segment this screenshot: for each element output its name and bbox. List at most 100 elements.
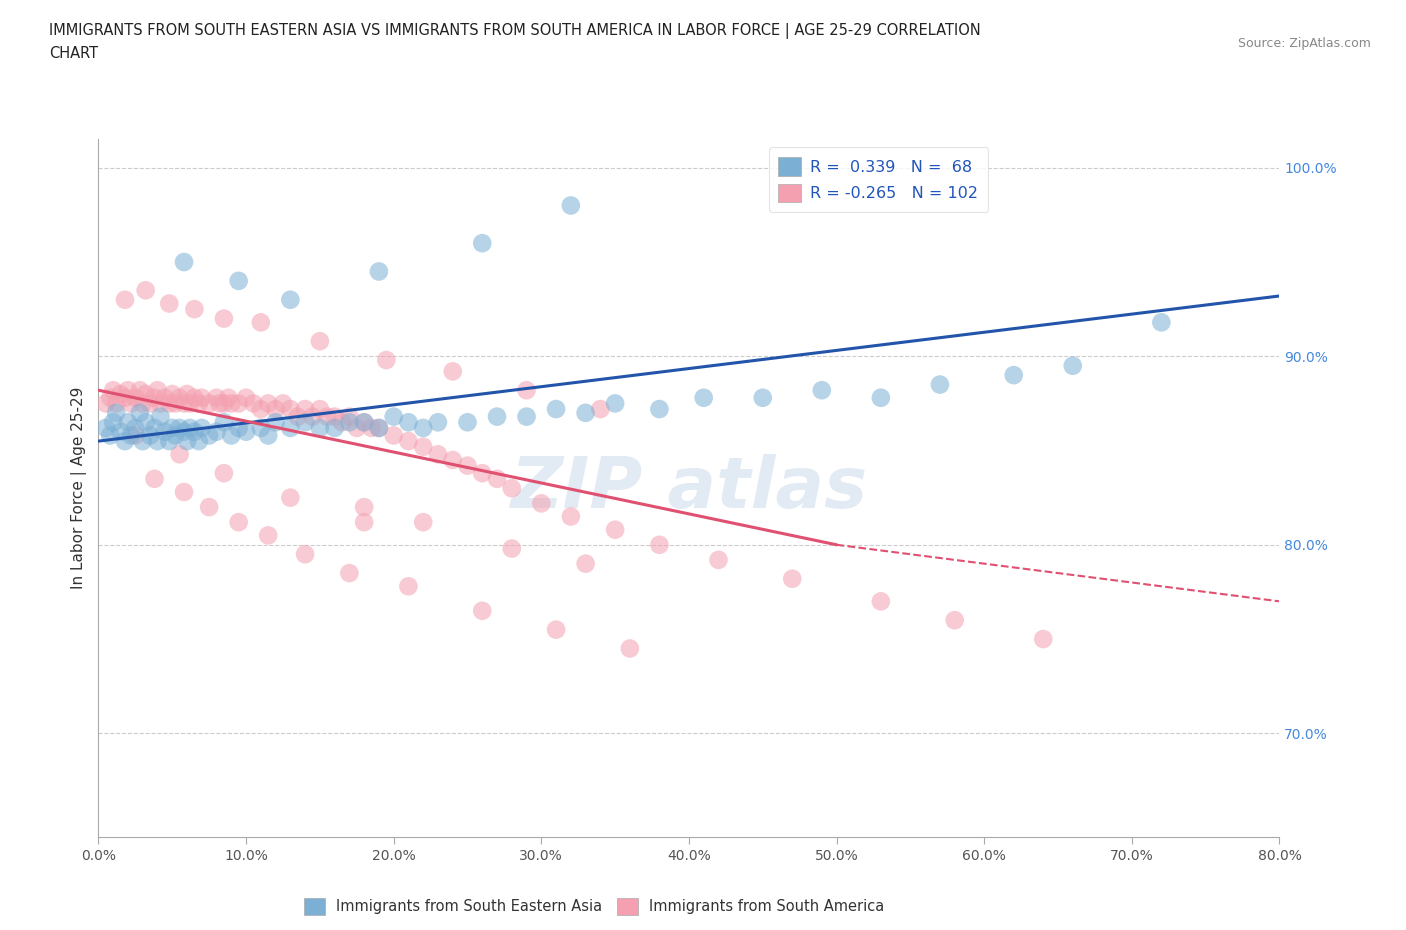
Point <box>693 391 716 405</box>
Y-axis label: In Labor Force | Age 25-29: In Labor Force | Age 25-29 <box>72 387 87 590</box>
Point <box>1062 358 1084 373</box>
Point <box>242 396 264 411</box>
Point <box>353 514 375 529</box>
Point <box>105 396 128 411</box>
Point <box>353 499 375 514</box>
Point <box>128 383 150 398</box>
Point <box>316 409 339 424</box>
Point <box>471 235 494 250</box>
Point <box>169 447 191 462</box>
Point <box>173 424 195 439</box>
Point <box>139 396 162 411</box>
Point <box>187 396 209 411</box>
Point <box>648 402 671 417</box>
Point <box>173 255 195 270</box>
Point <box>198 428 221 443</box>
Point <box>205 391 228 405</box>
Point <box>294 402 316 417</box>
Point <box>560 198 582 213</box>
Legend: Immigrants from South Eastern Asia, Immigrants from South America: Immigrants from South Eastern Asia, Immi… <box>298 892 890 921</box>
Point <box>162 387 183 402</box>
Point <box>441 364 464 379</box>
Point <box>501 481 523 496</box>
Point <box>120 396 142 411</box>
Point <box>337 409 360 424</box>
Point <box>183 391 205 405</box>
Point <box>346 420 368 435</box>
Point <box>278 420 302 435</box>
Point <box>456 458 478 473</box>
Point <box>146 383 169 398</box>
Text: Source: ZipAtlas.com: Source: ZipAtlas.com <box>1237 37 1371 50</box>
Point <box>605 523 627 538</box>
Point <box>264 415 287 430</box>
Point <box>382 409 405 424</box>
Point <box>139 428 162 443</box>
Point <box>456 415 478 430</box>
Point <box>183 301 205 316</box>
Point <box>250 402 273 417</box>
Point <box>124 428 146 443</box>
Point <box>382 428 405 443</box>
Point <box>114 433 136 448</box>
Point <box>219 396 242 411</box>
Point <box>943 613 966 628</box>
Point <box>143 391 166 405</box>
Point <box>471 604 494 618</box>
Point <box>278 402 302 417</box>
Point <box>309 420 332 435</box>
Point <box>153 424 176 439</box>
Point <box>751 391 773 405</box>
Point <box>169 420 191 435</box>
Point <box>124 420 146 435</box>
Point <box>294 415 316 430</box>
Point <box>589 402 612 417</box>
Point <box>124 391 146 405</box>
Point <box>173 396 195 411</box>
Point <box>146 433 169 448</box>
Point <box>782 571 804 586</box>
Point <box>323 420 346 435</box>
Point <box>441 453 464 468</box>
Point <box>149 396 172 411</box>
Point <box>250 420 273 435</box>
Point <box>412 514 434 529</box>
Point <box>117 415 139 430</box>
Point <box>257 396 280 411</box>
Point <box>162 420 183 435</box>
Point <box>157 433 180 448</box>
Text: ZIP atlas: ZIP atlas <box>510 454 868 523</box>
Point <box>128 405 150 420</box>
Point <box>228 396 250 411</box>
Point <box>294 547 316 562</box>
Point <box>228 514 250 529</box>
Point <box>869 594 891 609</box>
Point <box>228 420 250 435</box>
Point <box>205 424 228 439</box>
Point <box>173 485 195 499</box>
Point <box>619 641 641 656</box>
Point <box>353 415 375 430</box>
Point <box>530 496 553 511</box>
Point <box>1150 315 1173 330</box>
Point <box>103 383 125 398</box>
Point <box>117 383 139 398</box>
Point <box>427 447 450 462</box>
Point <box>928 378 950 392</box>
Point <box>110 387 132 402</box>
Point <box>135 387 157 402</box>
Point <box>427 415 450 430</box>
Point <box>212 396 235 411</box>
Point <box>212 415 235 430</box>
Point <box>707 552 730 567</box>
Point <box>198 396 221 411</box>
Point <box>257 528 280 543</box>
Point <box>330 415 353 430</box>
Point <box>396 433 419 448</box>
Point <box>309 402 332 417</box>
Point <box>257 428 280 443</box>
Point <box>396 578 419 593</box>
Point <box>110 424 132 439</box>
Point <box>301 409 323 424</box>
Point <box>143 472 166 486</box>
